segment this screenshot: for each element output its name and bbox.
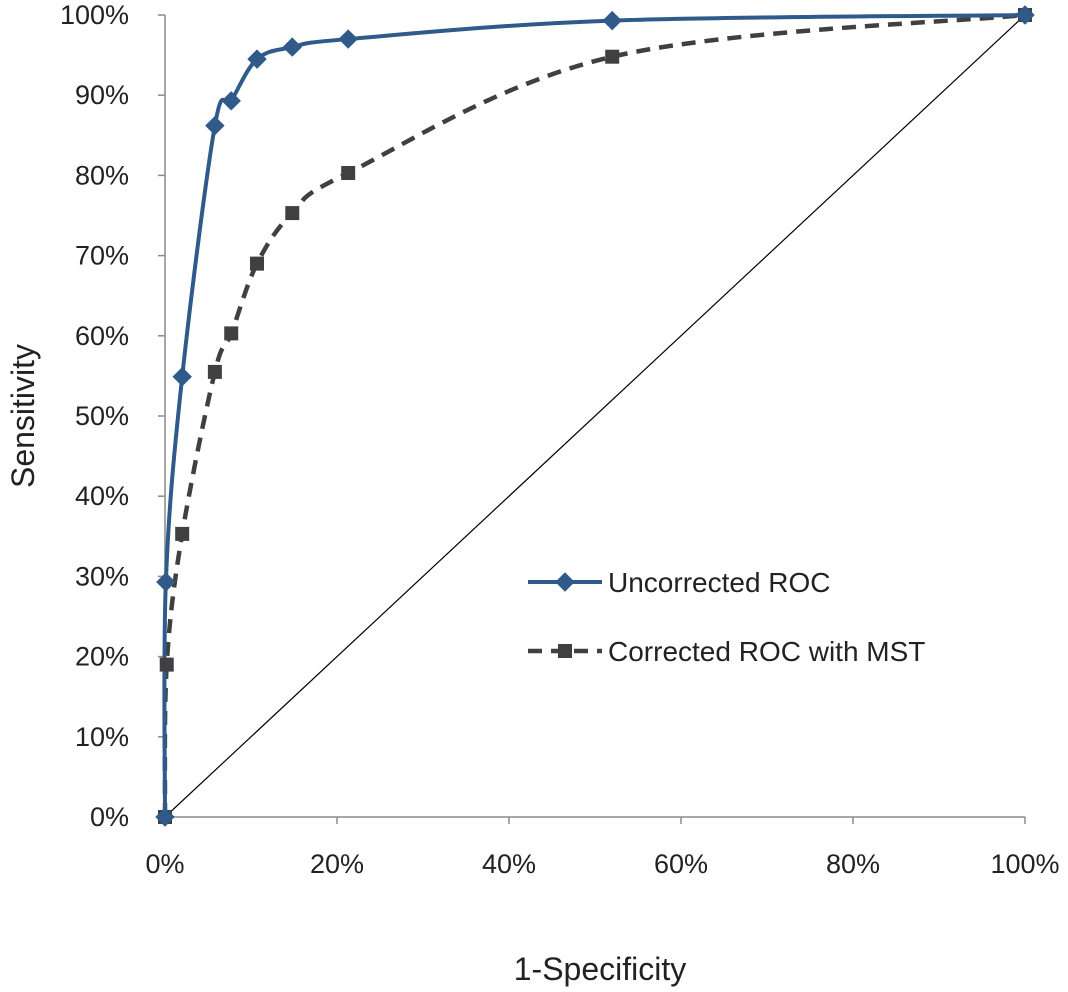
corrected-point-5 (250, 256, 265, 271)
uncorrected-point-7 (338, 29, 358, 49)
uncorrected-point-5 (247, 49, 267, 69)
legend-item-corrected: Corrected ROC with MST (528, 636, 925, 667)
corrected-point-8 (605, 49, 620, 64)
y-tick-label: 70% (75, 241, 129, 271)
uncorrected-point-4 (221, 91, 241, 111)
y-tick-label: 50% (75, 401, 129, 431)
corrected-point-4 (224, 326, 239, 341)
uncorrected-point-0 (155, 807, 175, 827)
uncorrected-point-9 (1015, 5, 1035, 25)
x-axis-title: 1-Specificity (514, 951, 687, 987)
reference-diagonal (164, 14, 1026, 818)
y-axis-title: Sensitivity (5, 344, 41, 488)
legend-label-uncorrected: Uncorrected ROC (608, 567, 831, 598)
corrected-point-7 (341, 165, 356, 180)
corrected-point-1 (159, 657, 174, 672)
legend-label-corrected: Corrected ROC with MST (608, 636, 925, 667)
legend-item-uncorrected: Uncorrected ROC (528, 567, 831, 598)
legend-square-marker (558, 644, 572, 658)
corrected-point-3 (207, 364, 222, 379)
tick-labels: 0% 10% 20% 30% 40% 50% 60% 70% 80% 90% 100% 0% 20% 40… (60, 0, 1060, 879)
x-tick-label: 40% (482, 849, 536, 879)
reference-line (164, 14, 1026, 818)
y-tick-label: 10% (75, 722, 129, 752)
y-tick-label: 100% (60, 0, 129, 30)
uncorrected-point-6 (282, 37, 302, 57)
y-tick-label: 90% (75, 80, 129, 110)
y-tick-label: 0% (90, 802, 129, 832)
uncorrected-point-2 (172, 366, 192, 387)
x-tick-label: 80% (826, 849, 880, 879)
x-tick-label: 0% (145, 849, 184, 879)
legend: Uncorrected ROC Corrected ROC with MST (528, 567, 925, 667)
corrected-point-6 (285, 206, 300, 221)
markers-group (155, 5, 1035, 827)
corrected-point-2 (175, 526, 190, 541)
y-tick-label: 40% (75, 481, 129, 511)
legend-marker-corrected (558, 644, 572, 658)
y-tick-label: 60% (75, 321, 129, 351)
x-tick-label: 20% (310, 849, 364, 879)
legend-diamond-marker (555, 572, 575, 592)
x-tick-label: 100% (990, 849, 1059, 879)
y-tick-label: 80% (75, 160, 129, 190)
y-tick-label: 30% (75, 561, 129, 591)
y-tick-label: 20% (75, 642, 129, 672)
uncorrected-point-8 (602, 10, 622, 31)
uncorrected-point-1 (156, 572, 176, 592)
uncorrected-point-3 (205, 115, 225, 136)
x-tick-label: 60% (654, 849, 708, 879)
legend-marker-uncorrected (555, 572, 575, 592)
